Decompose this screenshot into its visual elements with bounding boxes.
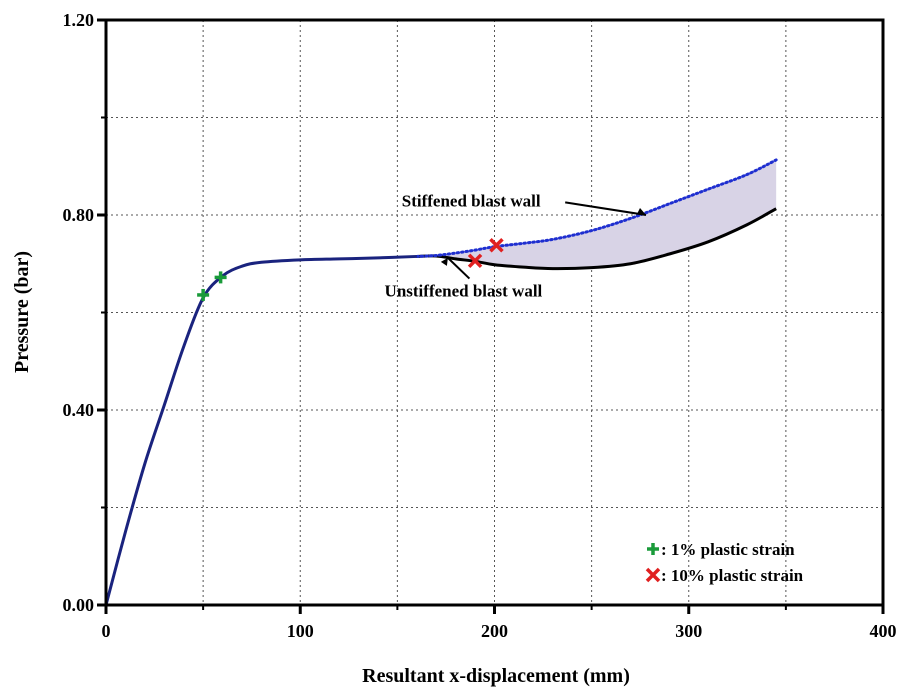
y-tick-label: 0.40 <box>63 400 95 420</box>
cross-bar-b <box>645 567 661 583</box>
plastic-strain-10pct-marker <box>489 237 504 253</box>
cross-bar-b <box>467 253 483 269</box>
y-axis-label: Pressure (bar) <box>11 251 33 373</box>
markers <box>197 237 504 301</box>
legend-label: : 10% plastic strain <box>661 566 804 585</box>
unstiffened-arrow-line <box>447 257 471 280</box>
plastic-strain-10pct-marker <box>467 253 483 269</box>
plastic-strain-1pct-marker <box>197 288 210 301</box>
stiffened-arrow-head <box>637 208 647 215</box>
x-tick-label: 0 <box>102 621 111 641</box>
shared-curve <box>104 254 417 606</box>
ticks <box>97 18 885 614</box>
grid <box>106 20 883 605</box>
legend-symbol <box>645 567 661 583</box>
legend-symbol <box>647 543 659 555</box>
annotations: Stiffened blast wall Unstiffened blast wa… <box>385 191 647 301</box>
tick-labels: 0 100 200 300 400 0.00 0.40 0.80 1.20 <box>63 10 897 641</box>
stiffened-curve <box>415 158 778 258</box>
stiffened-annotation: Stiffened blast wall <box>402 191 541 210</box>
plastic-strain-1pct-marker <box>214 271 227 284</box>
shaded-region <box>436 159 777 269</box>
y-tick-label: 1.20 <box>63 10 95 30</box>
y-tick-label: 0.00 <box>63 595 95 615</box>
stiffened-arrow-line <box>565 201 647 216</box>
x-tick-label: 100 <box>287 621 314 641</box>
unstiffened-arrow-head <box>440 257 448 266</box>
x-tick-label: 300 <box>675 621 702 641</box>
cross-bar-b <box>489 237 504 253</box>
legend-label: : 1% plastic strain <box>661 540 795 559</box>
unstiffened-annotation: Unstiffened blast wall <box>385 282 543 301</box>
x-tick-label: 400 <box>870 621 897 641</box>
x-axis-label: Resultant x-displacement (mm) <box>362 665 630 687</box>
x-tick-label: 200 <box>481 621 508 641</box>
unstiffened-curve <box>416 207 777 271</box>
legend: : 1% plastic strain : 10% plastic strain <box>645 540 804 585</box>
y-tick-label: 0.80 <box>63 205 95 225</box>
